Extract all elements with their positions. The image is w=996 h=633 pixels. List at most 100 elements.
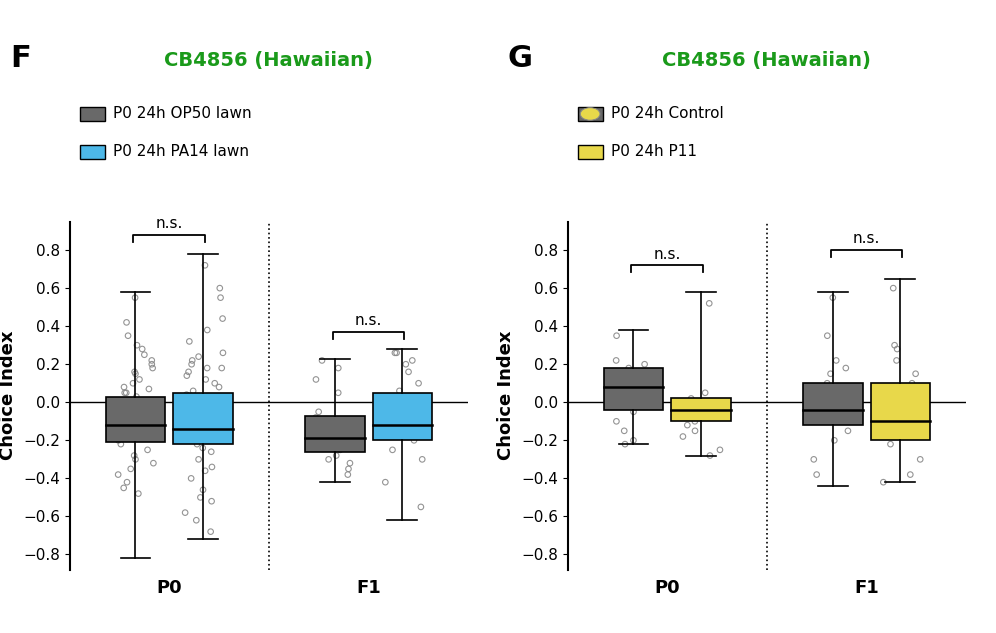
Point	[129, 340, 145, 350]
Point	[308, 374, 324, 384]
Point	[609, 417, 624, 427]
Point	[321, 454, 337, 465]
Point	[839, 382, 855, 392]
Point	[409, 432, 425, 442]
Point	[329, 420, 345, 430]
Point	[193, 405, 209, 415]
Point	[625, 436, 641, 446]
Point	[185, 385, 201, 396]
Text: P0 24h P11: P0 24h P11	[611, 144, 696, 160]
Point	[199, 325, 215, 335]
Point	[214, 363, 230, 373]
Point	[189, 420, 205, 430]
Point	[819, 378, 835, 388]
Point	[329, 451, 345, 461]
Point	[111, 436, 126, 446]
Point	[130, 489, 146, 499]
Text: n.s.: n.s.	[853, 231, 880, 246]
Point	[680, 398, 696, 408]
Point	[126, 451, 142, 461]
Point	[327, 417, 343, 427]
Point	[197, 466, 213, 476]
Point	[138, 411, 154, 421]
Point	[391, 417, 407, 427]
Point	[838, 363, 854, 373]
Point	[391, 385, 407, 396]
Y-axis label: Choice Index: Choice Index	[0, 331, 18, 460]
Point	[143, 355, 159, 365]
Point	[632, 382, 648, 392]
Point	[188, 515, 204, 525]
Point	[179, 370, 195, 380]
Point	[325, 436, 341, 446]
Point	[898, 426, 914, 436]
Point	[331, 363, 347, 373]
Point	[214, 313, 230, 323]
Point	[127, 368, 143, 379]
Point	[627, 398, 643, 408]
Point	[128, 392, 144, 402]
Point	[621, 363, 636, 373]
Point	[623, 368, 639, 379]
Bar	[173, 392, 233, 444]
Point	[204, 462, 220, 472]
Point	[116, 483, 131, 493]
Point	[134, 344, 150, 354]
Point	[702, 451, 718, 461]
Bar	[671, 399, 731, 422]
Point	[712, 445, 728, 455]
Point	[907, 368, 923, 379]
Point	[189, 439, 205, 449]
Bar	[373, 392, 432, 441]
Point	[126, 367, 142, 377]
Point	[679, 420, 695, 430]
Point	[125, 413, 141, 423]
Point	[119, 387, 134, 398]
Text: n.s.: n.s.	[155, 216, 183, 231]
Point	[377, 477, 393, 487]
Point	[886, 340, 902, 350]
Point	[214, 424, 230, 434]
Point	[827, 398, 843, 408]
Point	[885, 283, 901, 293]
Bar	[106, 397, 165, 442]
Point	[888, 355, 904, 365]
Point	[145, 458, 161, 468]
Point	[111, 398, 126, 408]
Point	[183, 473, 199, 484]
Point	[183, 359, 199, 369]
Point	[912, 454, 928, 465]
Point	[143, 359, 159, 369]
Point	[829, 355, 845, 365]
Text: n.s.: n.s.	[355, 313, 382, 328]
Point	[634, 378, 650, 388]
Text: P0 24h Control: P0 24h Control	[611, 106, 723, 122]
Point	[904, 378, 920, 388]
Point	[123, 428, 138, 438]
Point	[388, 348, 404, 358]
Point	[390, 426, 406, 436]
Point	[703, 401, 719, 411]
Point	[341, 464, 357, 474]
Point	[211, 382, 227, 392]
Point	[120, 477, 135, 487]
Point	[137, 403, 153, 413]
Bar	[803, 383, 863, 425]
Point	[331, 387, 347, 398]
Point	[889, 344, 905, 354]
Point	[196, 428, 212, 438]
Point	[184, 355, 200, 365]
Point	[113, 439, 128, 449]
Point	[806, 417, 822, 427]
Text: P0 24h PA14 lawn: P0 24h PA14 lawn	[113, 144, 249, 160]
Point	[404, 355, 420, 365]
Point	[185, 401, 201, 411]
Point	[136, 349, 152, 360]
Point	[207, 378, 223, 388]
Point	[194, 394, 210, 404]
Point	[682, 413, 698, 423]
Point	[400, 367, 416, 377]
Point	[332, 445, 348, 455]
Point	[322, 426, 338, 436]
Bar	[305, 416, 365, 452]
